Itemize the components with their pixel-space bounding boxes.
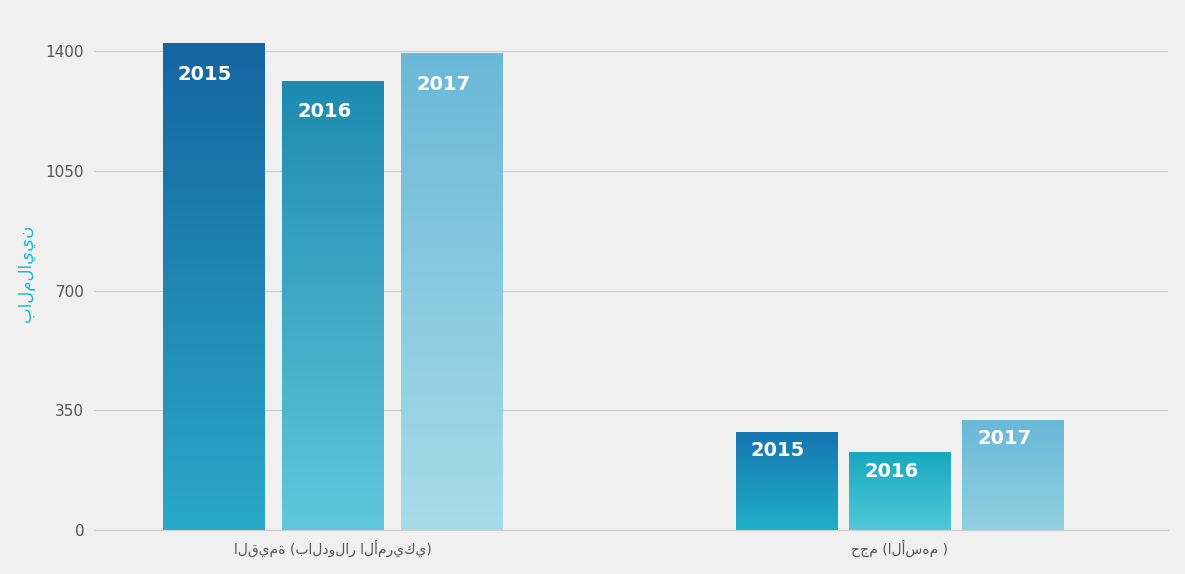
Text: 2015: 2015	[751, 441, 805, 460]
Text: 2015: 2015	[178, 65, 232, 84]
Text: 2017: 2017	[978, 429, 1032, 448]
Text: 2016: 2016	[297, 102, 352, 121]
Y-axis label: بالملايين: بالملايين	[17, 225, 34, 322]
Text: 2016: 2016	[864, 462, 918, 481]
Text: 2017: 2017	[417, 75, 470, 94]
